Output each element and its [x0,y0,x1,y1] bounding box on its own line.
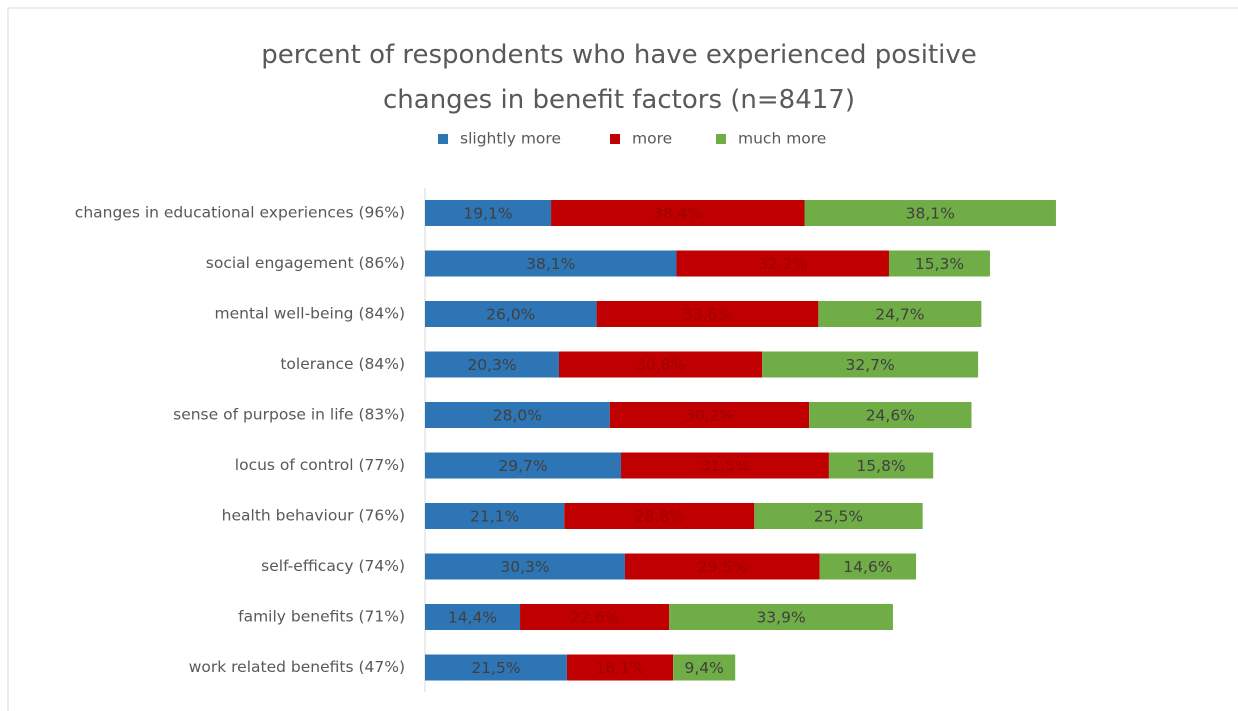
bar-segment [888,250,990,277]
data-label: 28,0% [493,407,542,425]
bar-segment [804,200,1056,226]
data-label: 16,1% [595,659,644,677]
data-label: 33,6% [683,306,732,324]
data-label: 15,8% [856,457,905,475]
data-label: 33,9% [756,609,805,627]
data-label: 32,2% [758,255,807,273]
data-label: 19,1% [463,205,512,223]
category-label: health behaviour (76%) [222,507,405,525]
legend-swatch [438,134,448,144]
category-label: sense of purpose in life (83%) [173,406,405,424]
data-label: 24,7% [875,306,924,324]
data-label: 25,5% [814,508,863,526]
bar-segment [828,452,934,479]
data-label: 9,4% [684,659,723,677]
data-label: 31,5% [700,457,749,475]
bar-segment [425,553,625,580]
category-label: family benefits (71%) [238,608,405,626]
bar-segment [425,452,622,479]
data-label: 32,7% [846,356,895,374]
chart-title: percent of respondents who have experien… [261,40,977,115]
data-label: 30,3% [500,558,549,576]
bar-segment [558,351,763,378]
bar-segment [621,452,829,479]
bar-segment [819,553,917,580]
category-label: locus of control (77%) [235,456,405,474]
bar-segment [566,654,674,681]
legend-swatch [610,134,620,144]
legend-label: much more [738,130,826,148]
bar-segment [551,200,805,226]
data-label: 38,4% [653,205,702,223]
data-label: 21,1% [470,508,519,526]
data-label: 26,0% [486,306,535,324]
data-label: 24,6% [866,407,915,425]
legend-label: more [632,130,672,148]
category-label: changes in educational experiences (96%) [75,204,405,222]
bar-segment [425,503,565,529]
legend-swatch [716,134,726,144]
category-label: tolerance (84%) [280,355,405,373]
data-label: 38,1% [906,205,955,223]
data-label: 28,8% [635,508,684,526]
bar-segment [818,301,982,327]
bar-segment [564,503,755,529]
bar-segment [754,503,923,529]
legend-label: slightly more [460,130,561,148]
data-label: 15,3% [915,255,964,273]
bar-segment [425,604,521,630]
category-label: social engagement (86%) [206,254,405,272]
data-label: 29,5% [698,558,747,576]
data-label: 14,4% [448,609,497,627]
bar-segment [520,604,670,630]
data-label: 20,3% [467,356,516,374]
bar-segment [425,402,610,428]
bar-segment [624,553,820,580]
bar-segment [425,200,552,226]
bar-segment [676,250,889,277]
category-label: work related benefits (47%) [189,658,405,676]
category-label: mental well-being (84%) [214,305,405,323]
data-label: 29,7% [498,457,547,475]
data-label: 30,2% [685,407,734,425]
data-label: 30,8% [636,356,685,374]
bar-segment [609,402,810,428]
data-label: 38,1% [526,255,575,273]
bar-segment [673,654,736,681]
bar-segment [425,351,559,378]
chart-border [7,7,1238,711]
bar-segment [425,301,597,327]
bar-segment [425,250,677,277]
bar-segment [809,402,972,428]
data-label: 21,5% [471,659,520,677]
data-label: 14,6% [843,558,892,576]
bar-segment [596,301,819,327]
category-label: self-efficacy (74%) [261,557,405,575]
bar-segment [762,351,979,378]
data-label: 22,6% [570,609,619,627]
bar-segment [425,654,567,681]
bar-segment [669,604,893,630]
